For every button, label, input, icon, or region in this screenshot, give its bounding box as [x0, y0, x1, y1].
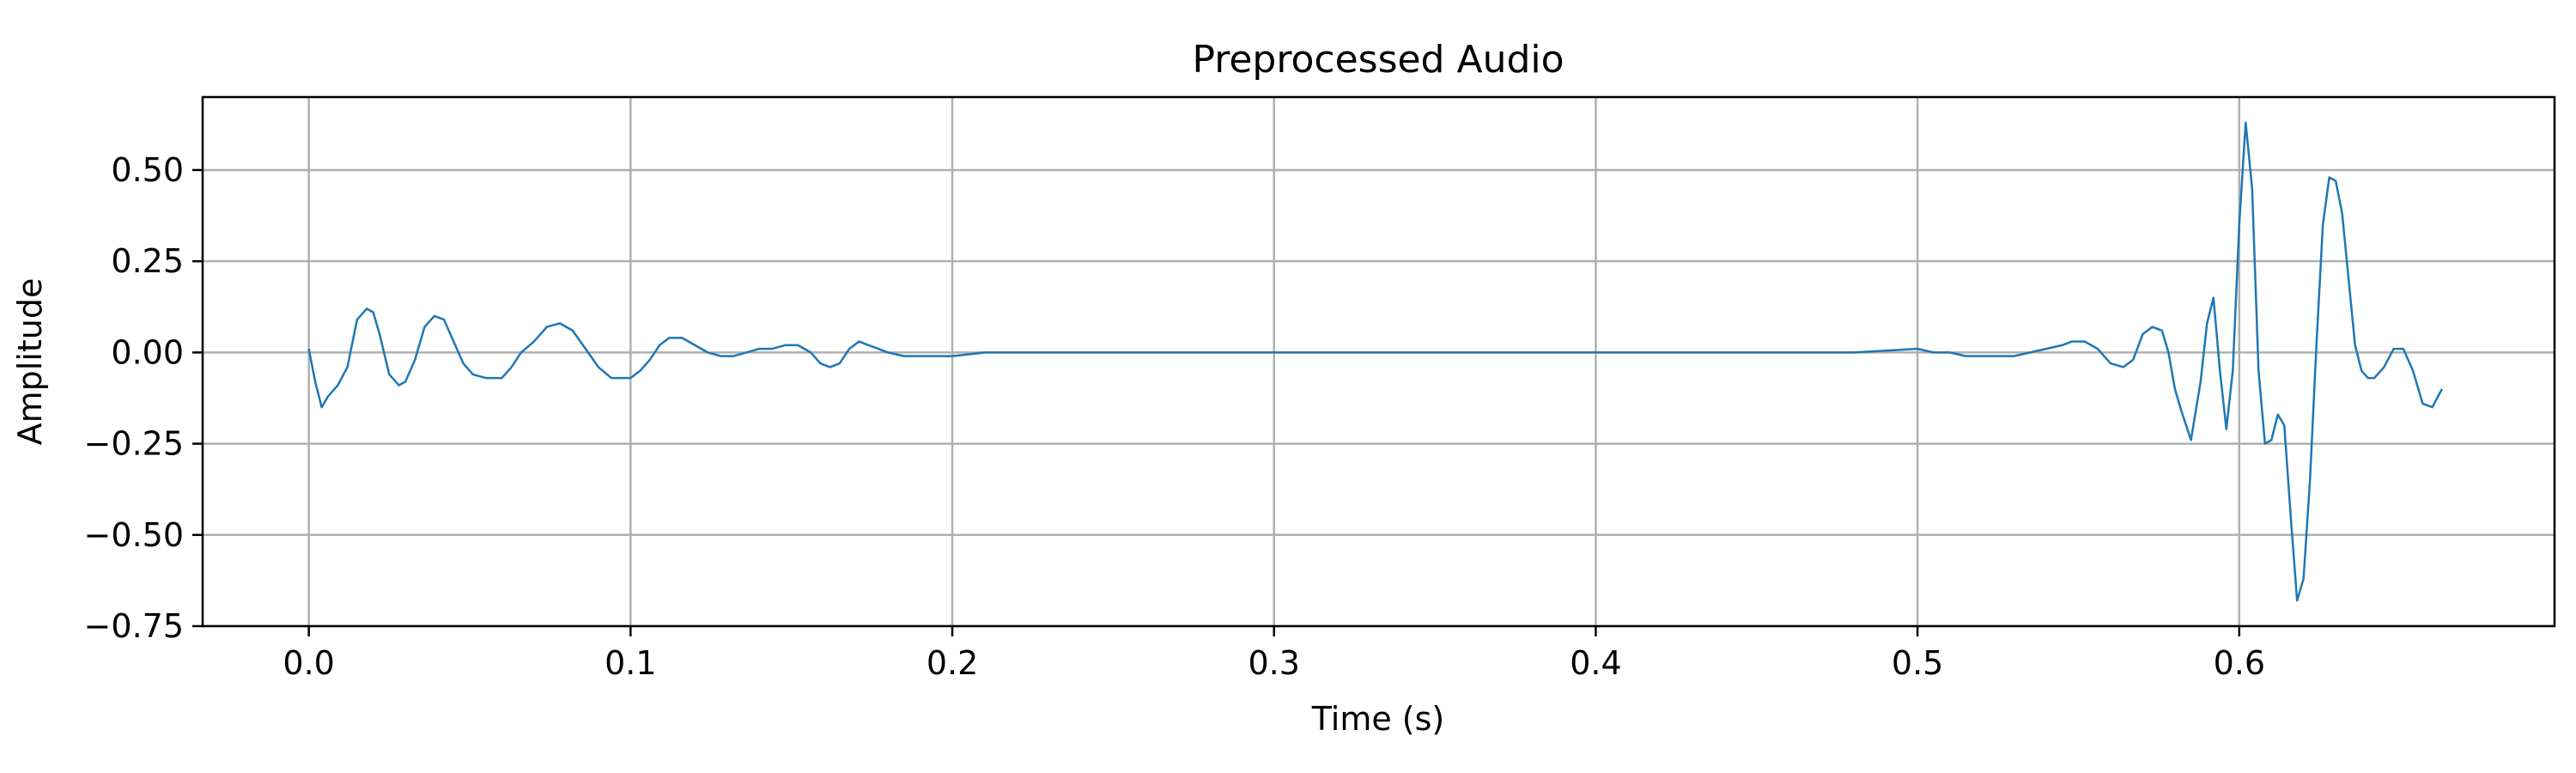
x-tick-label: 0.5 [1892, 644, 1943, 682]
y-tick-label: 0.50 [111, 151, 184, 189]
x-tick-label: 0.1 [605, 644, 656, 682]
y-axis-label: Amplitude [11, 278, 49, 446]
x-axis-label: Time (s) [1311, 700, 1445, 738]
y-tick-label: −0.75 [84, 607, 184, 645]
x-tick-label: 0.6 [2214, 644, 2265, 682]
y-tick-label: 0.00 [111, 333, 184, 371]
audio-waveform-line [307, 121, 2444, 602]
plot-area [307, 121, 2444, 602]
x-tick-label: 0.4 [1570, 644, 1621, 682]
x-tick-label: 0.3 [1249, 644, 1300, 682]
y-tick-label: −0.25 [84, 425, 184, 463]
y-tick-label: 0.25 [111, 242, 184, 280]
axes-frame [201, 95, 2556, 628]
y-tick-label: −0.50 [84, 516, 184, 554]
axis-ticks: 0.0 0.1 0.2 0.3 0.4 0.5 0.6 0.50 0.25 0.00 −0.25 −0… [84, 151, 2265, 682]
chart-title: Preprocessed Audio [1192, 38, 1564, 82]
x-tick-label: 0.2 [927, 644, 978, 682]
x-tick-label: 0.0 [283, 644, 334, 682]
